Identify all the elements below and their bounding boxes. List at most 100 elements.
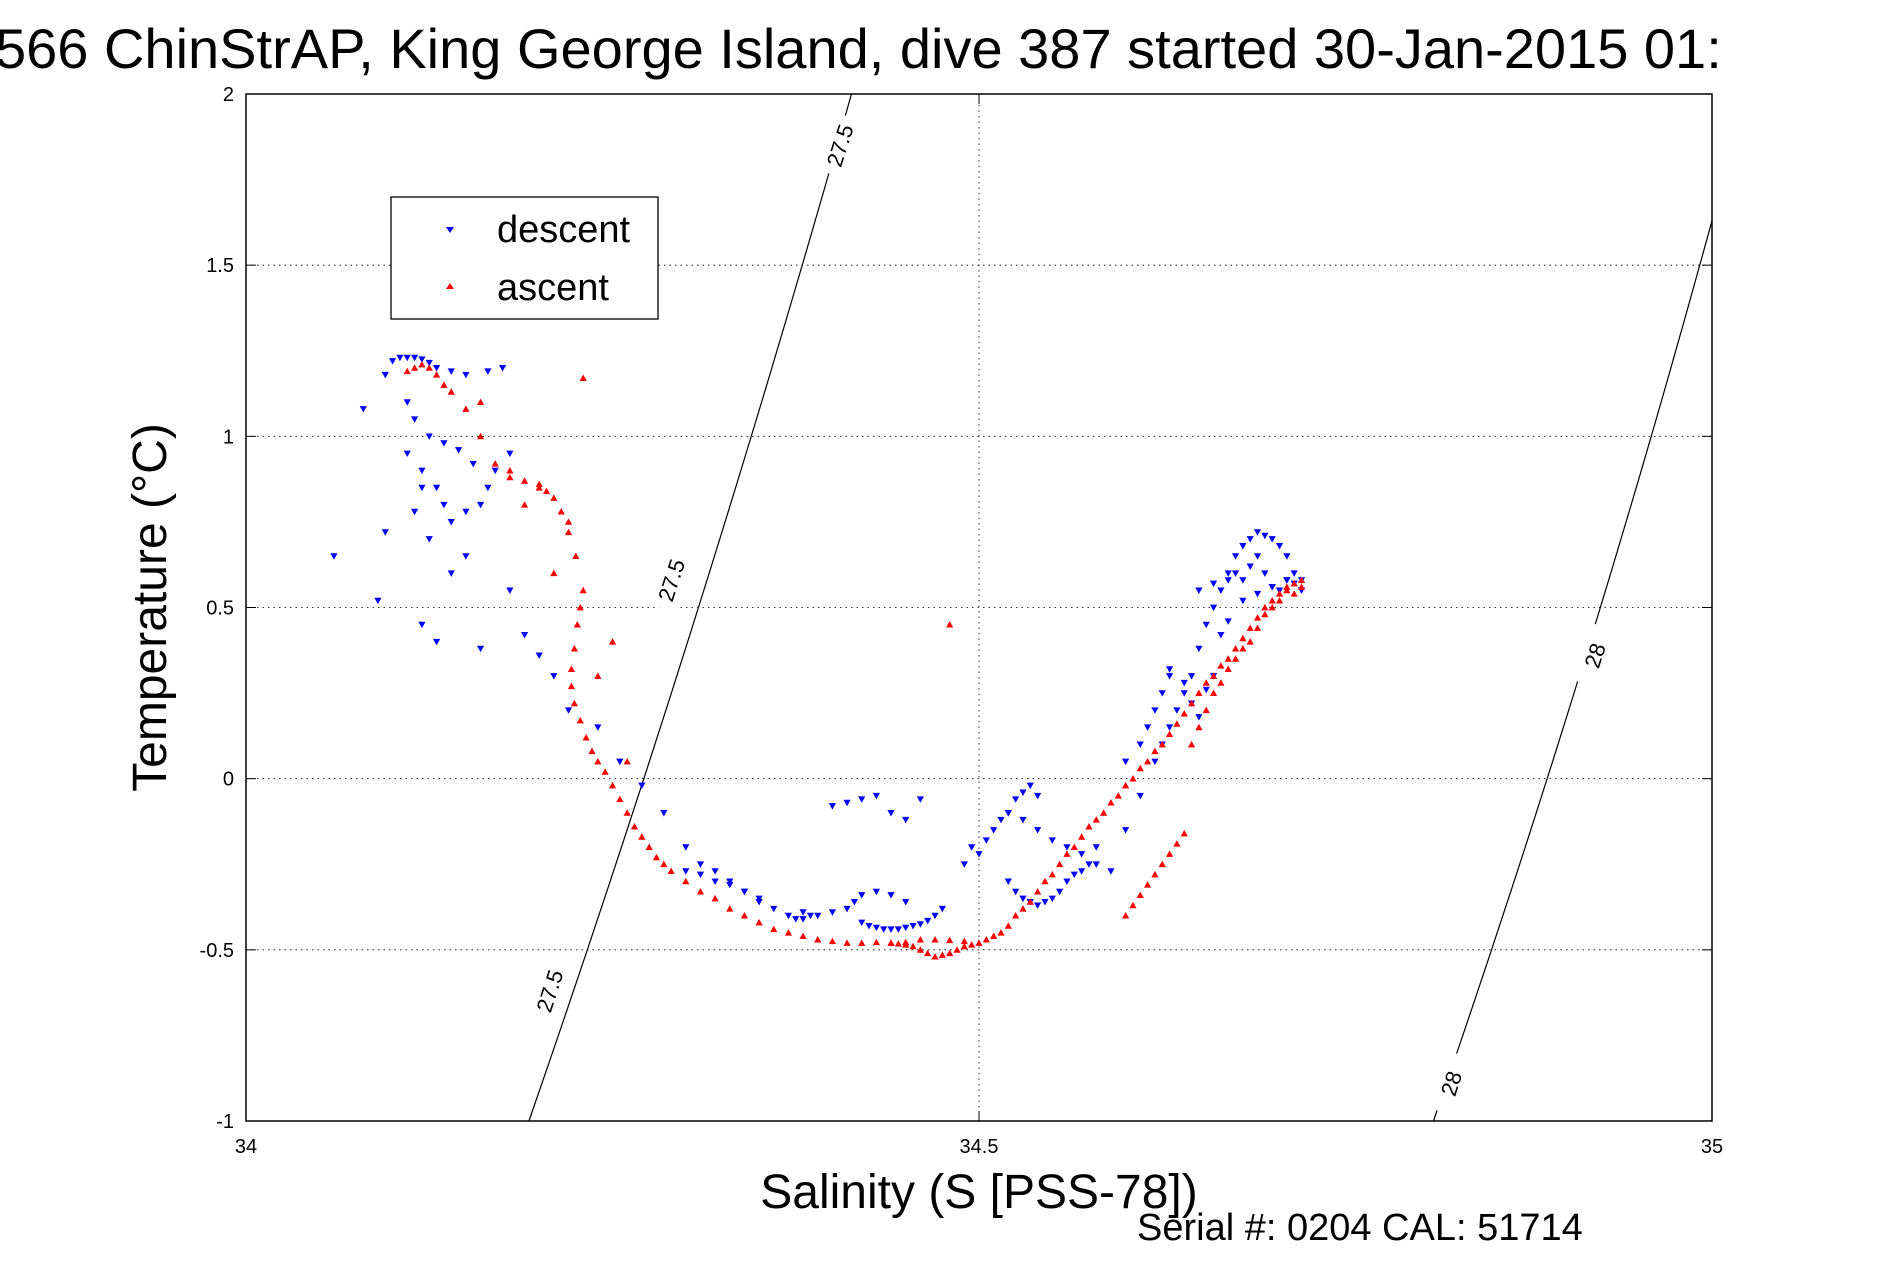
ascent-point — [1224, 655, 1232, 662]
ascent-point — [410, 364, 419, 371]
descent-point — [1217, 587, 1225, 594]
ascent-point — [1143, 757, 1152, 765]
descent-point — [1173, 707, 1181, 714]
ascent-point — [418, 360, 426, 368]
ascent-point — [576, 603, 584, 611]
descent-point — [1122, 758, 1130, 766]
descent-point — [1107, 868, 1115, 875]
ascent-point — [828, 937, 836, 945]
y-axis-label: Temperature (°C) — [124, 423, 177, 792]
descent-point — [682, 844, 690, 851]
descent-point — [1136, 792, 1144, 800]
ascent-point — [968, 941, 976, 948]
descent-point — [432, 638, 441, 646]
descent-point — [784, 912, 793, 920]
ascent-point — [1231, 644, 1240, 652]
ascent-point — [535, 484, 543, 491]
ascent-point — [601, 768, 609, 775]
descent-point — [535, 652, 543, 660]
descent-point — [1239, 577, 1247, 584]
descent-point — [858, 796, 866, 803]
ascent-point — [1004, 922, 1012, 929]
ascent-point — [1092, 816, 1100, 823]
descent-point — [916, 796, 924, 803]
descent-point — [1048, 895, 1056, 903]
ascent-point — [682, 877, 690, 885]
ascent-point — [608, 781, 617, 789]
descent-point — [462, 553, 470, 560]
ascent-point — [1085, 822, 1093, 830]
descent-point — [924, 917, 932, 925]
descent-point — [389, 358, 397, 365]
descent-point — [1034, 792, 1042, 800]
descent-point — [1151, 707, 1159, 714]
ascent-point — [1136, 764, 1144, 772]
descent-point — [1268, 584, 1276, 591]
ascent-point — [594, 757, 602, 765]
descent-point — [550, 673, 558, 680]
ascent-point — [931, 935, 939, 943]
descent-point — [1246, 536, 1254, 543]
descent-point — [1195, 645, 1203, 653]
ascent-point — [1129, 775, 1137, 782]
ascent-point — [1253, 624, 1262, 631]
ascent-point — [573, 621, 581, 628]
descent-point — [440, 440, 448, 447]
descent-point — [462, 371, 470, 379]
descent-point — [1195, 587, 1203, 594]
descent-point — [1290, 570, 1298, 577]
descent-point — [1283, 577, 1291, 584]
descent-point — [425, 359, 433, 367]
ascent-point — [843, 939, 851, 946]
descent-point — [1224, 570, 1232, 577]
descent-point — [1019, 895, 1027, 903]
ascent-point — [902, 941, 910, 948]
descent-point — [1026, 782, 1034, 790]
descent-point — [726, 881, 734, 889]
ascent-point — [1187, 740, 1196, 748]
contour-line-1 — [1432, 220, 1713, 1122]
descent-point — [887, 810, 895, 817]
ascent-point — [579, 586, 587, 594]
ascent-point — [1217, 679, 1225, 686]
ascent-point — [1063, 850, 1071, 857]
descent-point — [1078, 851, 1086, 858]
descent-point — [1253, 590, 1262, 598]
descent-point — [1041, 899, 1049, 906]
ascent-point — [1165, 730, 1174, 738]
y-tick-label: 1.5 — [206, 255, 234, 277]
ascent-point — [440, 381, 448, 388]
descent-point — [902, 899, 910, 906]
ascent-point — [520, 477, 529, 484]
descent-point — [711, 868, 719, 875]
descent-point — [902, 924, 910, 932]
ascent-point — [638, 833, 646, 840]
descent-point — [1063, 878, 1071, 885]
ascent-point — [924, 949, 932, 957]
descent-point — [1136, 741, 1144, 749]
ascent-point — [1297, 583, 1306, 590]
ascent-point — [1239, 644, 1247, 652]
ascent-point — [1173, 720, 1181, 727]
ascent-point — [1151, 747, 1159, 755]
descent-point — [1165, 666, 1174, 673]
descent-point — [1224, 618, 1232, 625]
ascent-point — [946, 949, 954, 957]
ascent-point — [550, 569, 558, 577]
ascent-point — [1158, 860, 1166, 868]
ascent-point — [506, 473, 514, 481]
descent-point — [740, 888, 749, 896]
descent-point — [792, 916, 800, 923]
ascent-point — [1122, 912, 1130, 919]
descent-point — [1209, 580, 1218, 588]
descent-point — [858, 892, 866, 899]
ascent-point — [755, 918, 763, 926]
ascent-point — [1253, 614, 1262, 621]
descent-point — [696, 861, 705, 868]
ascent-point — [1048, 870, 1056, 878]
contour-label-0: 27.5 — [822, 121, 859, 169]
descent-point — [1143, 724, 1152, 731]
descent-point — [462, 508, 470, 516]
ascent-point — [711, 894, 719, 902]
